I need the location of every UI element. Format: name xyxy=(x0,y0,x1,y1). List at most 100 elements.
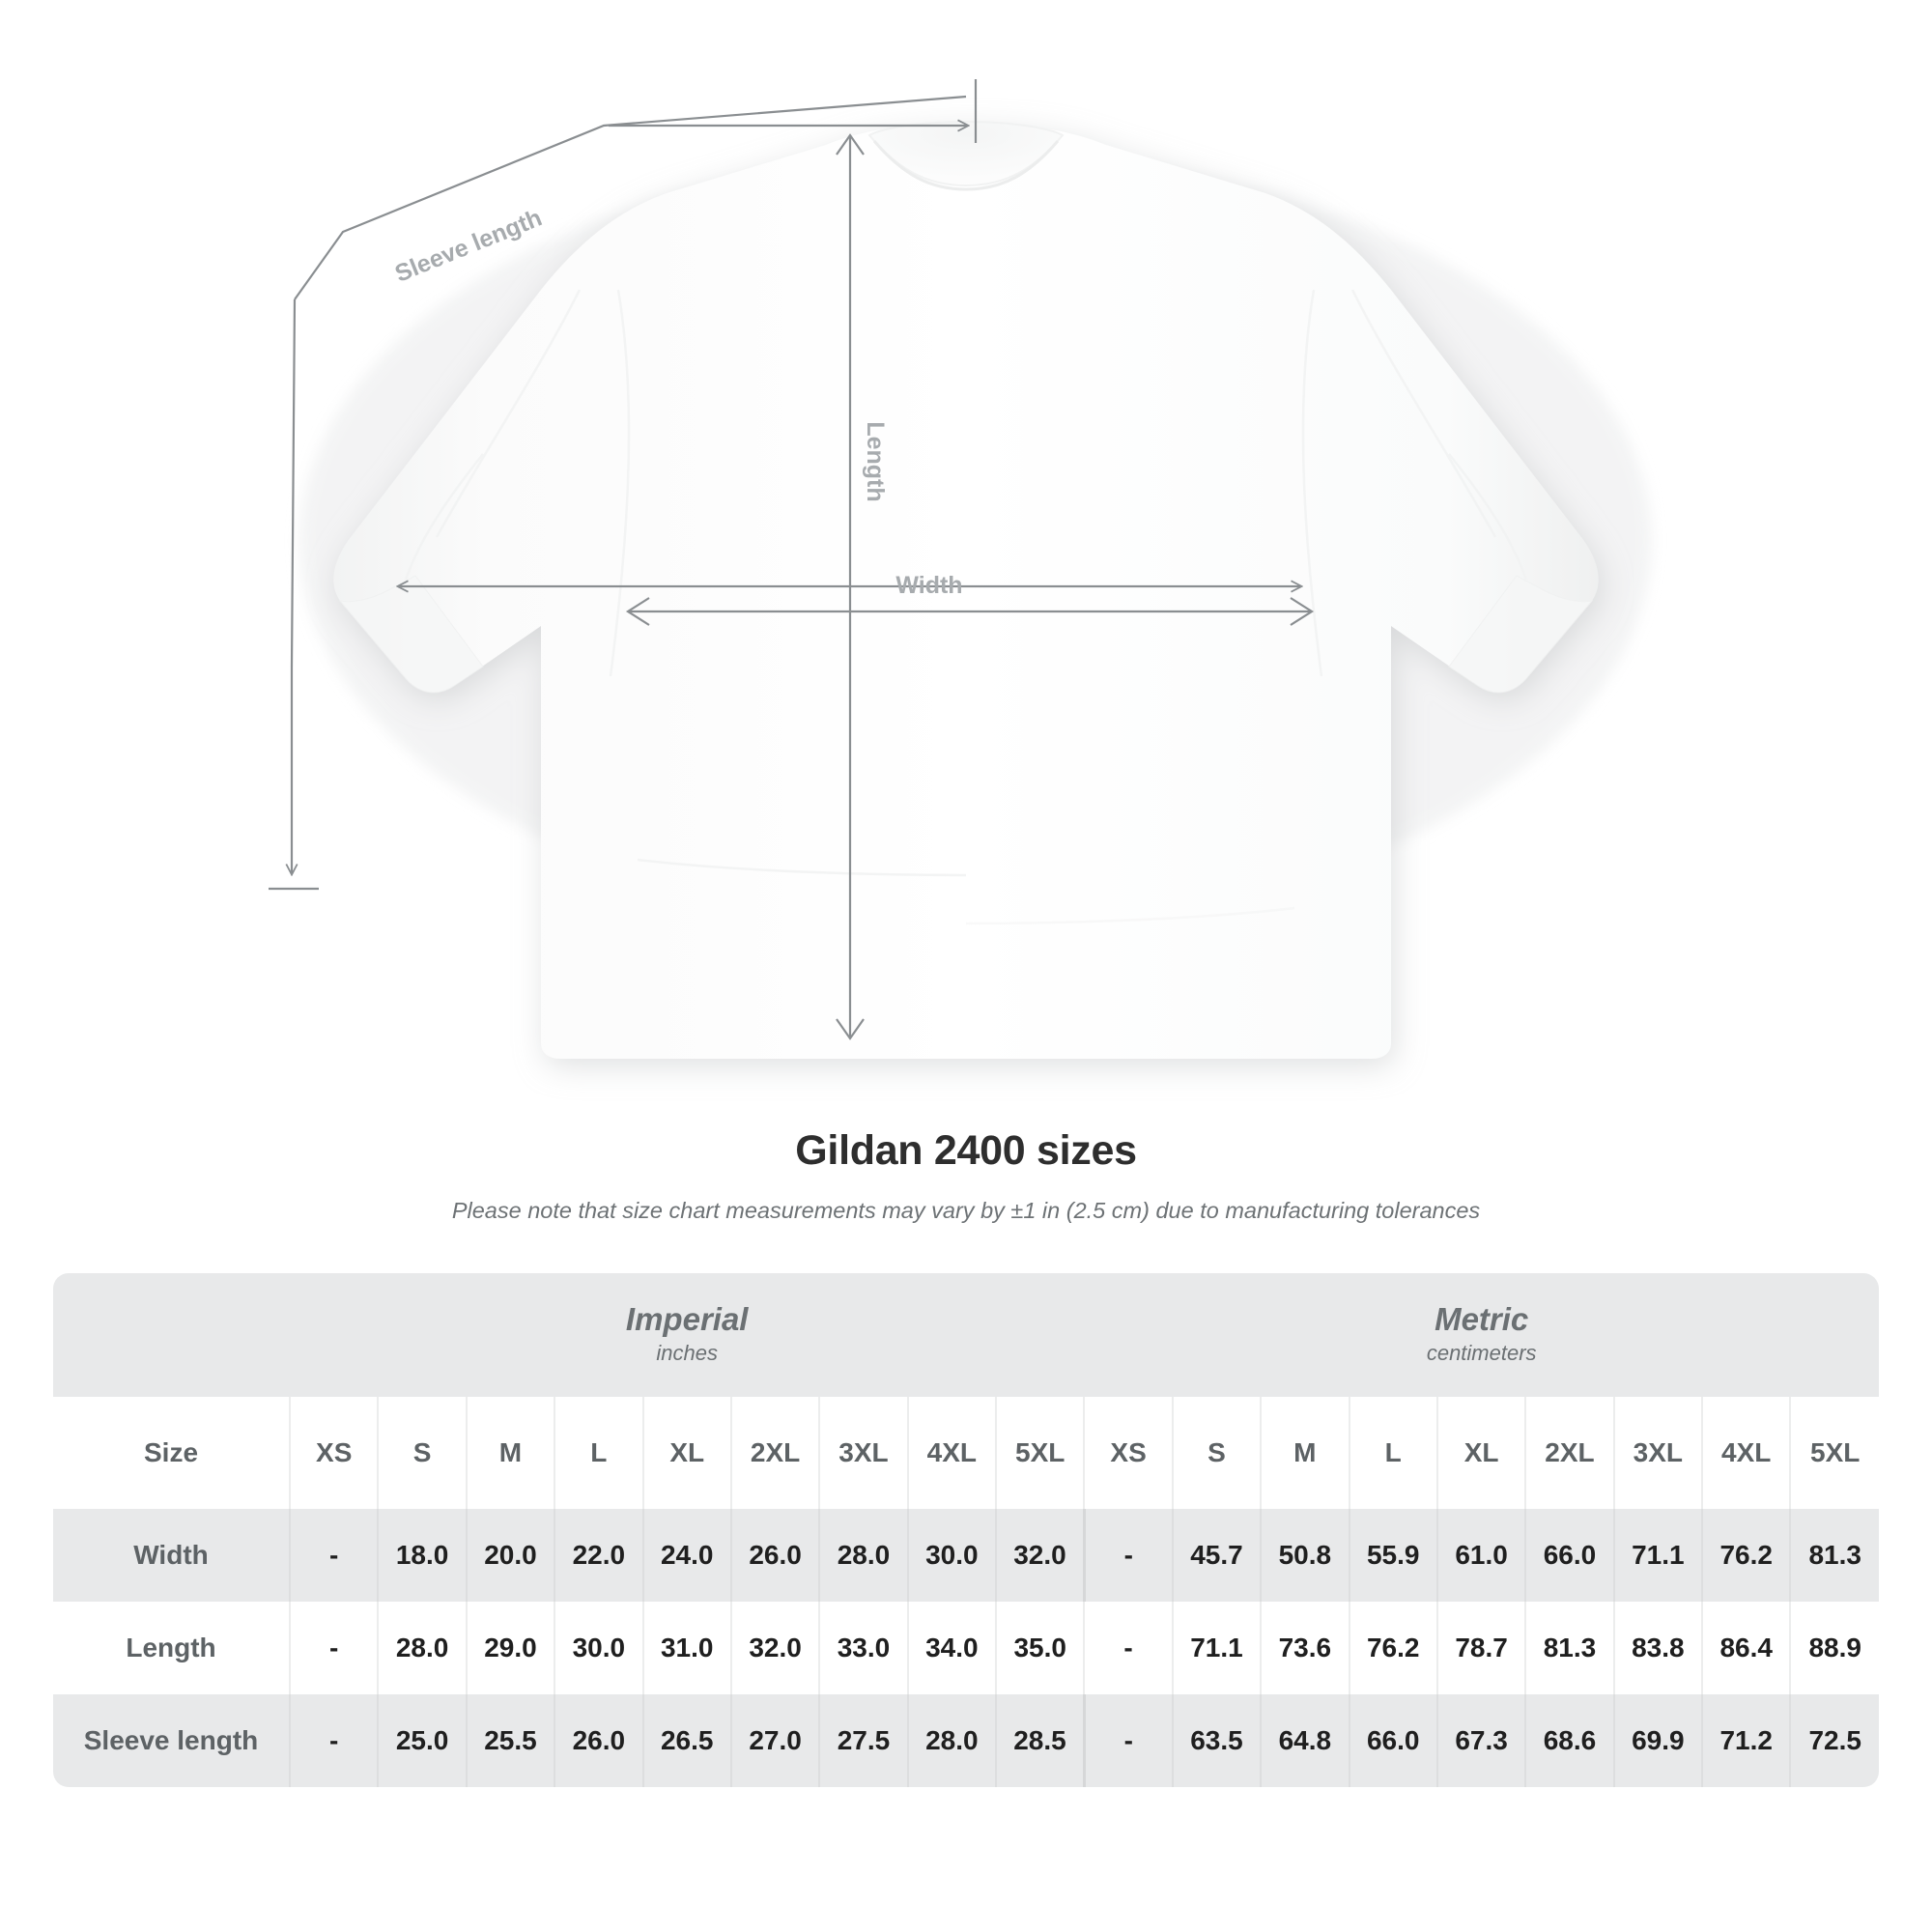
unit-group-subtitle: inches xyxy=(656,1341,718,1366)
table-row: Width -18.0 20.0 22.0 24.0 26.0 28.0 30.0 32.0-4… xyxy=(53,1509,1879,1602)
unit-group-name: Imperial xyxy=(625,1300,749,1337)
size-header-row: Size XS S M L XL 2XL 3XL 4XL 5XL XS S M L XL 2XL 3XL 4XL 5… xyxy=(53,1397,1879,1509)
measurement-cell-metric: 61.0 xyxy=(1435,1509,1526,1602)
sleeve-cuffs xyxy=(338,575,1594,694)
page-subtitle: Please note that size chart measurements… xyxy=(451,1198,1481,1224)
measurement-cell-imperial: 28.0 xyxy=(818,1509,908,1602)
size-header-cell: 2XL xyxy=(1524,1397,1614,1509)
measurement-row-label: Width xyxy=(53,1509,291,1602)
measurement-cell-metric: 50.8 xyxy=(1260,1509,1350,1602)
size-column-header: Size xyxy=(53,1397,291,1509)
measurement-cell-metric: 55.9 xyxy=(1348,1509,1437,1602)
size-header-cell: M xyxy=(1260,1397,1350,1509)
length-arrowhead-down xyxy=(836,1018,865,1040)
unit-header-row: Imperial inches Metric centimeters xyxy=(53,1273,1879,1397)
measurement-cell-metric: - xyxy=(1083,1602,1173,1694)
measurement-cell-imperial: 29.0 xyxy=(465,1602,555,1694)
length-label: Length xyxy=(862,421,889,501)
size-header-cell: 4XL xyxy=(906,1397,997,1509)
measurement-cell-imperial: 25.5 xyxy=(465,1694,555,1787)
width-label: Width xyxy=(895,572,962,599)
measurement-cell-imperial: 34.0 xyxy=(906,1602,997,1694)
fabric-folds xyxy=(404,289,1528,925)
measurement-cell-metric: 63.5 xyxy=(1171,1694,1262,1787)
measurement-cell-imperial: 28.5 xyxy=(995,1694,1085,1787)
measurement-cell-metric: 71.2 xyxy=(1701,1694,1791,1787)
measurement-cell-imperial: 35.0 xyxy=(995,1602,1085,1694)
measurement-cell-metric: 81.3 xyxy=(1524,1602,1614,1694)
measurement-cell-metric: 88.9 xyxy=(1789,1602,1879,1694)
width-arrowhead-right xyxy=(1290,597,1315,626)
measurement-cell-imperial: 24.0 xyxy=(641,1509,731,1602)
measurement-cell-imperial: 33.0 xyxy=(818,1602,908,1694)
measurement-cell-imperial: 31.0 xyxy=(641,1602,731,1694)
width-arrowhead-left xyxy=(625,597,650,626)
measurement-cell-imperial: 28.0 xyxy=(377,1602,467,1694)
measurement-cell-metric: 71.1 xyxy=(1612,1509,1703,1602)
measurement-cell-imperial: 32.0 xyxy=(995,1509,1085,1602)
size-header-cell: XS xyxy=(289,1397,379,1509)
measurement-cell-metric: 67.3 xyxy=(1435,1694,1526,1787)
measurement-cell-imperial: 26.5 xyxy=(641,1694,731,1787)
size-header-cell: S xyxy=(1171,1397,1262,1509)
measurement-cell-imperial: 18.0 xyxy=(377,1509,467,1602)
size-header-cell: L xyxy=(1348,1397,1437,1509)
size-header-cell: 3XL xyxy=(1612,1397,1703,1509)
measurement-cell-metric: 66.0 xyxy=(1524,1509,1614,1602)
measurement-cell-imperial: 27.5 xyxy=(818,1694,908,1787)
size-header-cell: M xyxy=(465,1397,555,1509)
size-header-cell: 2XL xyxy=(729,1397,820,1509)
measurement-cell-metric: - xyxy=(1082,1694,1173,1787)
measurement-cell-metric: 86.4 xyxy=(1701,1602,1791,1694)
measurement-cell-metric: 45.7 xyxy=(1171,1509,1262,1602)
title-block: Gildan 2400 sizes Please note that size … xyxy=(0,1127,1932,1224)
measurement-cell-metric: 66.0 xyxy=(1348,1694,1437,1787)
measurement-cell-metric: 71.1 xyxy=(1171,1602,1262,1694)
measurement-cell-imperial: - xyxy=(289,1509,379,1602)
unit-group-metric: Metric centimeters xyxy=(1084,1273,1879,1397)
measurement-cell-metric: 73.6 xyxy=(1260,1602,1350,1694)
measurement-cell-imperial: - xyxy=(289,1602,379,1694)
collar xyxy=(867,120,1065,191)
size-header-cell: 3XL xyxy=(818,1397,908,1509)
length-arrowhead-up xyxy=(836,133,865,156)
measurement-cell-imperial: 26.0 xyxy=(554,1694,643,1787)
measurement-cell-metric: 72.5 xyxy=(1789,1694,1879,1787)
unit-group-imperial: Imperial inches xyxy=(290,1273,1085,1397)
measurement-cell-imperial: 22.0 xyxy=(554,1509,643,1602)
measurement-cell-metric: 68.6 xyxy=(1524,1694,1614,1787)
size-header-cell: XS xyxy=(1083,1397,1173,1509)
unit-group-subtitle: centimeters xyxy=(1426,1341,1537,1366)
size-header-cell: 5XL xyxy=(1789,1397,1879,1509)
measurement-cell-metric: 76.2 xyxy=(1348,1602,1437,1694)
measurement-row-label: Length xyxy=(53,1602,291,1694)
unit-group-name: Metric xyxy=(1435,1300,1529,1337)
measurement-cell-imperial: 30.0 xyxy=(906,1509,997,1602)
size-header-cell: S xyxy=(377,1397,467,1509)
table-row: Sleeve length -25.0 25.5 26.0 26.5 27.0 27.5 28… xyxy=(53,1694,1879,1787)
size-chart-table: Imperial inches Metric centimeters Size XS S M L… xyxy=(53,1273,1879,1787)
measurement-cell-imperial: 25.0 xyxy=(377,1694,467,1787)
measurement-cell-metric: 64.8 xyxy=(1260,1694,1350,1787)
measurement-cell-imperial: 27.0 xyxy=(729,1694,820,1787)
size-header-cell: 4XL xyxy=(1701,1397,1791,1509)
measurement-row-label: Sleeve length xyxy=(53,1694,291,1787)
measurement-cell-metric: 83.8 xyxy=(1612,1602,1703,1694)
table-corner-cell xyxy=(53,1273,291,1397)
page-title: Gildan 2400 sizes xyxy=(795,1127,1137,1174)
measurement-cell-metric: 81.3 xyxy=(1789,1509,1879,1602)
measurement-cell-imperial: 28.0 xyxy=(906,1694,997,1787)
size-header-cell: 5XL xyxy=(995,1397,1085,1509)
measurement-cell-imperial: - xyxy=(289,1694,379,1787)
size-header-cell: XL xyxy=(1435,1397,1526,1509)
measurement-cell-metric: 76.2 xyxy=(1701,1509,1791,1602)
table-row: Length -28.0 29.0 30.0 31.0 32.0 33.0 34.0 35.0-… xyxy=(53,1602,1879,1694)
measurement-cell-metric: 69.9 xyxy=(1612,1694,1703,1787)
garment-illustration: Sleeve length Length Width xyxy=(269,79,1652,1059)
sleeve-leader-top xyxy=(294,95,967,300)
size-header-cell: L xyxy=(554,1397,643,1509)
measurement-cell-metric: 78.7 xyxy=(1435,1602,1526,1694)
measurement-cell-imperial: 20.0 xyxy=(465,1509,555,1602)
measurement-lines xyxy=(269,79,1315,1040)
measurement-cell-imperial: 26.0 xyxy=(729,1509,820,1602)
